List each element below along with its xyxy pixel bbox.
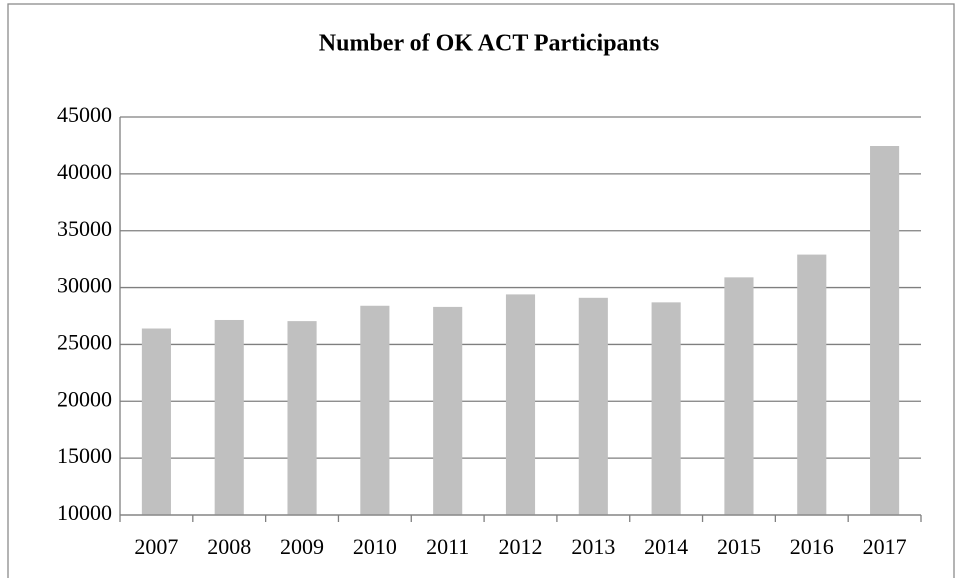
x-tick-label: 2011 (426, 534, 469, 559)
bar (141, 328, 171, 515)
bar (505, 294, 536, 515)
x-tick-label: 2014 (644, 534, 688, 559)
x-tick-label: 2009 (280, 534, 324, 559)
y-tick-label: 10000 (57, 500, 112, 525)
y-tick-label: 30000 (57, 273, 112, 298)
y-tick-label: 35000 (57, 216, 112, 241)
x-tick-label: 2017 (863, 534, 907, 559)
x-tick-label: 2015 (717, 534, 761, 559)
y-tick-label: 20000 (57, 386, 112, 411)
y-tick-label: 45000 (57, 102, 112, 127)
x-tick-label: 2010 (353, 534, 397, 559)
bar (433, 306, 463, 515)
x-tick-label: 2012 (499, 534, 543, 559)
y-tick-label: 40000 (57, 159, 112, 184)
x-tick-label: 2016 (790, 534, 834, 559)
bar (797, 254, 827, 515)
bar (287, 321, 317, 515)
bar (578, 297, 608, 515)
chart-title: Number of OK ACT Participants (319, 31, 659, 57)
x-tick-label: 2013 (571, 534, 615, 559)
y-tick-label: 15000 (57, 443, 112, 468)
bar (870, 145, 900, 516)
x-tick-label: 2007 (134, 534, 178, 559)
bar (724, 277, 754, 515)
bar (214, 319, 244, 515)
bar (360, 305, 390, 515)
bar (651, 302, 681, 515)
y-tick-label: 25000 (57, 329, 112, 354)
x-tick-label: 2008 (207, 534, 251, 559)
